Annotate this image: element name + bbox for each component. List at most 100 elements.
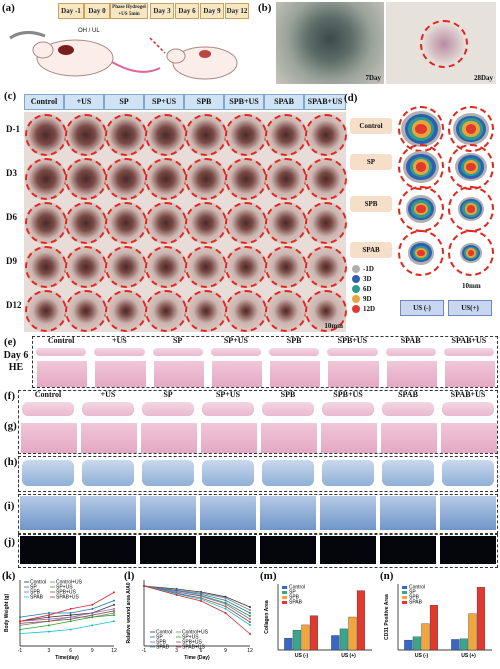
panel-f-label: (f) — [4, 390, 15, 402]
data-point — [224, 607, 227, 610]
bar — [421, 623, 430, 651]
bar — [309, 615, 318, 651]
he-section — [210, 348, 261, 356]
legend-label: SPAB+US — [182, 645, 205, 651]
h-section — [322, 460, 374, 486]
legend-swatch — [402, 596, 407, 599]
us-minus-label: US (-) — [400, 300, 444, 316]
data-point — [224, 605, 227, 608]
wound-photo — [145, 114, 187, 156]
x-tick-label: 6 — [200, 648, 203, 654]
he-section — [269, 348, 320, 356]
legend-label: 6D — [363, 285, 372, 293]
panel-f: (f) (g) Control +US SP SP+US SPB SPB+US SPAB SP… — [2, 390, 498, 454]
bar — [331, 635, 340, 651]
i-zoom — [320, 496, 376, 530]
panel-b-label: (b) — [258, 2, 272, 14]
he-col-label: SPB — [286, 336, 302, 345]
x-tick-label: US (-) — [295, 653, 309, 659]
x-axis-label: Time (Day) — [184, 655, 210, 661]
contour-map — [448, 106, 494, 152]
column-headers: Control +US SP SP+US SPB SPB+US SPAB SPA… — [24, 94, 346, 110]
j-zoom — [440, 536, 496, 564]
data-point — [91, 624, 94, 627]
legend-label: SPB — [289, 595, 300, 601]
x-tick-label: -1 — [18, 648, 23, 654]
panel-d-label: (d) — [344, 92, 358, 104]
data-point — [47, 618, 50, 621]
x-tick-label: 12 — [247, 648, 253, 654]
panel-i-label: (i) — [4, 500, 15, 512]
contour-ring — [466, 162, 476, 172]
panel-border — [18, 494, 498, 534]
he-section — [152, 348, 203, 356]
he-zoom — [210, 360, 263, 388]
legend-label: Control — [289, 585, 305, 591]
wound-photo — [105, 246, 147, 288]
timeline-step: Day 9 — [200, 3, 224, 19]
panel-m: (m) US (-) US (+) Control SP SPB SPAB Collagen… — [260, 570, 378, 669]
contour-ring — [467, 250, 475, 256]
mouse-illustration — [9, 31, 238, 80]
bar — [429, 604, 438, 651]
panel-l-label: (l) — [124, 570, 135, 582]
he-section — [385, 348, 436, 356]
legend-label: Control — [30, 580, 46, 586]
data-point — [224, 603, 227, 605]
bar — [292, 630, 301, 651]
legend-label: SP — [289, 590, 296, 596]
panel-l: (l) -1 3 6 9 12 Time (Day) Relative wound area… — [124, 570, 256, 669]
wound-photo — [185, 290, 227, 332]
he-col-label: SPAB — [400, 336, 421, 345]
series-line — [19, 600, 115, 618]
he-col-label: +US — [111, 336, 127, 345]
bar — [348, 616, 357, 651]
wound-photo — [185, 202, 227, 244]
data-point — [47, 612, 50, 614]
j-zoom — [20, 536, 76, 564]
data-point — [47, 620, 50, 623]
j-zoom — [140, 536, 196, 564]
caption-28day: 28Day — [473, 74, 493, 82]
h-section — [82, 460, 134, 486]
data-point — [69, 620, 72, 623]
panel-g-label: (g) — [4, 420, 17, 432]
x-tick-label: 3 — [48, 648, 51, 654]
data-point — [19, 624, 21, 627]
data-point — [19, 622, 21, 625]
panel-c: (c) Control +US SP SP+US SPB SPB+US SPAB… — [2, 90, 347, 332]
data-point — [200, 598, 203, 601]
data-point — [47, 614, 50, 617]
scale-bar-label: 10mm — [324, 322, 343, 330]
data-point — [91, 603, 94, 606]
legend-swatch — [282, 601, 287, 604]
j-zoom — [80, 536, 136, 564]
legend-label: 9D — [363, 295, 372, 303]
data-point — [69, 628, 72, 631]
wound-photo — [305, 158, 347, 200]
wound-photo — [105, 290, 147, 332]
f-g-row: Control +US SP SP+US SPB SPB+US SPAB SPAB+US — [18, 390, 498, 454]
timeline: Day -1 Day 0 Phase Hydrogel +US 5min Day… — [58, 3, 249, 19]
healed-area-circle — [420, 20, 468, 68]
wound-photo — [25, 290, 67, 332]
timeline-step: Day 6 — [175, 3, 199, 19]
wound-photo — [25, 202, 67, 244]
data-point — [249, 621, 251, 623]
legend-label: SP — [409, 590, 416, 596]
legend-label: SPB — [30, 590, 41, 596]
contour-ring — [417, 249, 425, 257]
j-zoom — [320, 536, 376, 564]
f-section — [202, 402, 254, 416]
col-header: SPB — [184, 94, 224, 110]
x-tick-label: US (+) — [341, 653, 356, 659]
legend-item: 3D — [352, 274, 398, 284]
legend-swatch — [402, 591, 407, 594]
data-point — [143, 585, 145, 587]
timeline-step: Day 0 — [84, 3, 110, 19]
panel-border — [18, 534, 498, 568]
section-col-label: SPB+US — [333, 390, 363, 399]
wound-photo — [305, 202, 347, 244]
panel-e-label: (e) — [4, 336, 17, 348]
h-section — [202, 460, 254, 486]
